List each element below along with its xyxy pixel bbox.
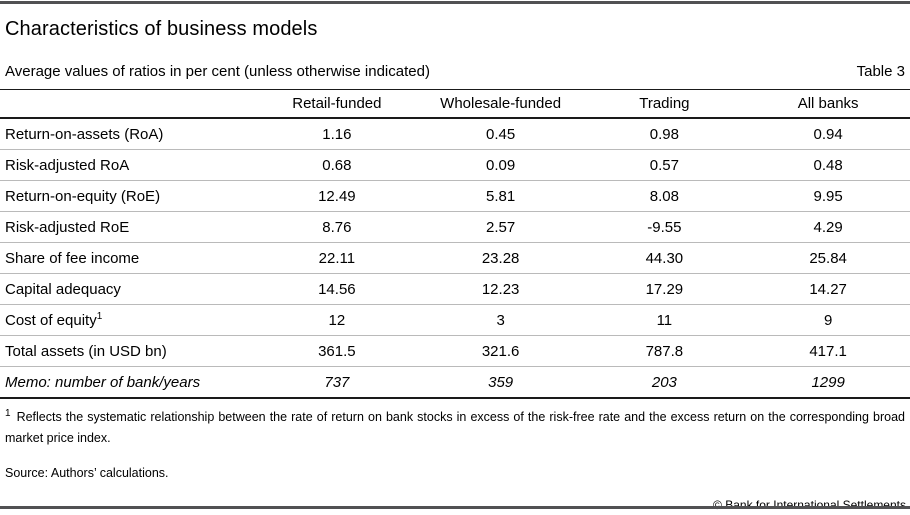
cell-value: 787.8 — [582, 335, 747, 367]
cell-value: 2.57 — [418, 211, 583, 243]
table-subtitle: Average values of ratios in per cent (un… — [5, 63, 430, 80]
cell-value: 0.98 — [582, 118, 747, 150]
cell-value: 25.84 — [746, 242, 910, 274]
table-row: Return-on-assets (RoA) 1.16 0.45 0.98 0.94 — [0, 118, 910, 150]
table-row: Risk-adjusted RoE 8.76 2.57 -9.55 4.29 — [0, 211, 910, 243]
column-header: Trading — [582, 89, 747, 119]
cell-value: 3 — [418, 304, 583, 336]
page-bottom-rule — [0, 506, 910, 509]
cell-value: 417.1 — [746, 335, 910, 367]
table-row: Share of fee income 22.11 23.28 44.30 25.84 — [0, 242, 910, 274]
cell-value: 1.16 — [255, 118, 419, 150]
cell-value: 361.5 — [255, 335, 419, 367]
cell-value: 4.29 — [746, 211, 910, 243]
page-title: Characteristics of business models — [5, 18, 318, 40]
row-label-column-header — [0, 89, 255, 119]
page-top-rule — [0, 1, 910, 4]
cell-value: 1299 — [746, 366, 910, 399]
row-label: Return-on-assets (RoA) — [0, 118, 255, 150]
row-label: Share of fee income — [0, 242, 255, 274]
row-label: Return-on-equity (RoE) — [0, 180, 255, 212]
cell-value: 12.23 — [418, 273, 583, 305]
column-header: Retail-funded — [255, 89, 419, 119]
row-label: Capital adequacy — [0, 273, 255, 305]
cell-value: 22.11 — [255, 242, 419, 274]
table-row: Return-on-equity (RoE) 12.49 5.81 8.08 9.95 — [0, 180, 910, 212]
cell-value: 0.68 — [255, 149, 419, 181]
column-header: All banks — [746, 89, 910, 119]
footnote-marker: 1 — [5, 407, 11, 419]
table-row: Risk-adjusted RoA 0.68 0.09 0.57 0.48 — [0, 149, 910, 181]
footnote-ref: 1 — [96, 311, 103, 322]
cell-value: 23.28 — [418, 242, 583, 274]
cell-value: 0.09 — [418, 149, 583, 181]
business-models-table: Retail-funded Wholesale-funded Trading All … — [0, 89, 910, 399]
column-header: Wholesale-funded — [418, 89, 583, 119]
row-label: Risk-adjusted RoE — [0, 211, 255, 243]
cell-value: 321.6 — [418, 335, 583, 367]
table-row: Capital adequacy 14.56 12.23 17.29 14.27 — [0, 273, 910, 305]
cell-value: 14.56 — [255, 273, 419, 305]
cell-value: 9 — [746, 304, 910, 336]
cell-value: 0.45 — [418, 118, 583, 150]
table-row: Cost of equity1 12 3 11 9 — [0, 304, 910, 336]
table-number-tag: Table 3 — [856, 63, 905, 80]
subtitle-row: Average values of ratios in per cent (un… — [0, 62, 910, 81]
cell-value: 737 — [255, 366, 419, 399]
cell-value: 0.57 — [582, 149, 747, 181]
table-row: Memo: number of bank/years 737 359 203 1299 — [0, 366, 910, 399]
footnote-1: 1 Reflects the systematic relationship be… — [0, 407, 910, 449]
row-label: Memo: number of bank/years — [0, 366, 255, 399]
cell-value: -9.55 — [582, 211, 747, 243]
cell-value: 14.27 — [746, 273, 910, 305]
cell-value: 9.95 — [746, 180, 910, 212]
row-label: Cost of equity1 — [0, 304, 255, 336]
cell-value: 0.94 — [746, 118, 910, 150]
table-body: Return-on-assets (RoA) 1.16 0.45 0.98 0.94 Ri… — [0, 118, 910, 399]
footnote-text: Reflects the systematic relationship bet… — [5, 410, 905, 445]
table-row: Total assets (in USD bn) 361.5 321.6 787.8 4… — [0, 335, 910, 367]
cell-value: 359 — [418, 366, 583, 399]
source-line: Source: Authors’ calculations. — [5, 466, 169, 480]
cell-value: 11 — [582, 304, 747, 336]
cell-value: 0.48 — [746, 149, 910, 181]
cell-value: 12 — [255, 304, 419, 336]
cell-value: 5.81 — [418, 180, 583, 212]
cell-value: 17.29 — [582, 273, 747, 305]
cell-value: 8.08 — [582, 180, 747, 212]
row-label: Risk-adjusted RoA — [0, 149, 255, 181]
cell-value: 203 — [582, 366, 747, 399]
cell-value: 44.30 — [582, 242, 747, 274]
row-label: Total assets (in USD bn) — [0, 335, 255, 367]
table-header-row: Retail-funded Wholesale-funded Trading All … — [0, 89, 910, 119]
cell-value: 8.76 — [255, 211, 419, 243]
cell-value: 12.49 — [255, 180, 419, 212]
